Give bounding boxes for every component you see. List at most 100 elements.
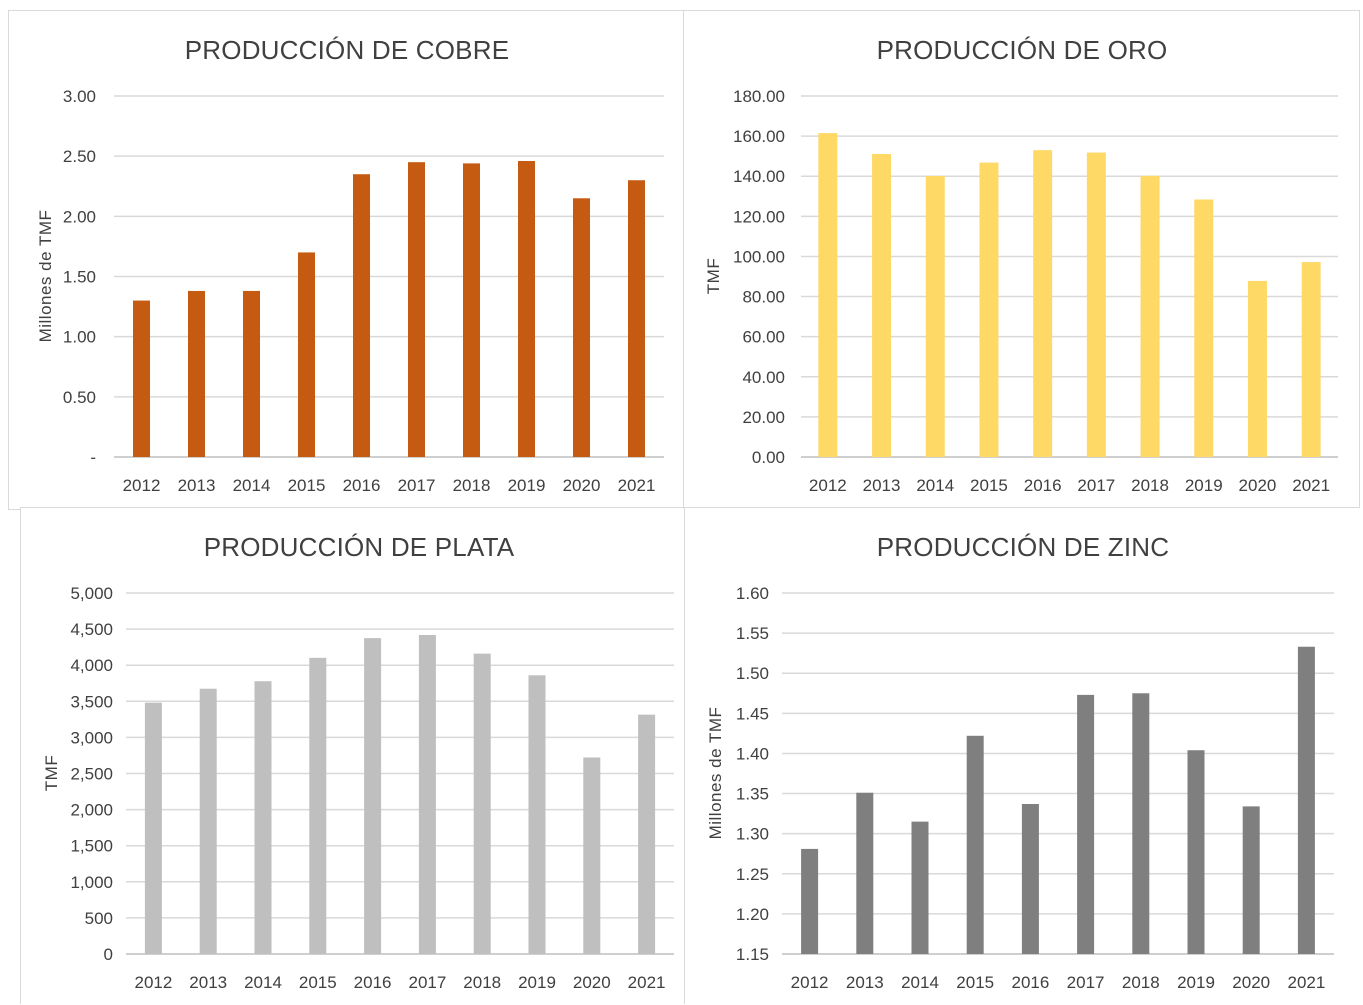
x-tick-label: 2013: [178, 476, 216, 495]
bar-oro-2019: [1194, 199, 1214, 457]
y-axis-label-plata: TMF: [42, 755, 61, 791]
bar-oro-2014: [925, 176, 945, 457]
y-tick-label: 60.00: [742, 328, 785, 347]
x-tick-label: 2015: [956, 973, 994, 992]
x-tick-label: 2018: [463, 973, 501, 992]
bar-cobre-2020: [573, 198, 590, 458]
x-tick-label: 2014: [901, 973, 939, 992]
bar-zinc-2012: [801, 848, 819, 954]
x-tick-label: 2018: [1122, 973, 1160, 992]
y-tick-label: 1.40: [736, 744, 769, 763]
x-tick-label: 2019: [508, 476, 546, 495]
y-tick-label: 1.45: [736, 704, 769, 723]
chart-svg-zinc: PRODUCCIÓN DE ZINC 1.15 1.20 1.25 1.30 1.35 1.…: [706, 532, 1334, 992]
x-tick-label: 2021: [1292, 476, 1330, 495]
bar-zinc-2017: [1077, 694, 1095, 954]
x-tick-label: 2015: [299, 973, 337, 992]
bar-plata-2020: [583, 757, 601, 954]
bar-oro-2012: [818, 133, 838, 457]
y-tick-label: 2,000: [70, 801, 113, 820]
y-tick-label: 2,500: [70, 765, 113, 784]
bar-plata-2016: [364, 638, 382, 954]
x-tick-label: 2019: [1177, 973, 1215, 992]
bar-zinc-2015: [966, 735, 984, 954]
y-tick-label: 3,000: [70, 728, 113, 747]
x-tick-label: 2017: [398, 476, 436, 495]
bar-cobre-2018: [463, 163, 480, 458]
chart-title-plata: PRODUCCIÓN DE PLATA: [204, 532, 515, 562]
y-tick-label: 80.00: [742, 288, 785, 307]
x-tick-label: 2016: [1024, 476, 1062, 495]
x-tick-label: 2018: [453, 476, 491, 495]
bar-oro-2021: [1301, 262, 1321, 457]
x-tick-label: 2014: [916, 476, 954, 495]
y-tick-label: 1.50: [736, 664, 769, 683]
y-tick-label: 0: [104, 945, 113, 964]
x-tick-label: 2021: [1287, 973, 1325, 992]
bar-oro-2015: [979, 162, 999, 457]
y-tick-label: 1.25: [736, 865, 769, 884]
y-tick-label: -: [90, 448, 96, 467]
bar-oro-2013: [872, 153, 892, 457]
bar-cobre-2012: [133, 300, 150, 457]
y-tick-label: 1,000: [70, 873, 113, 892]
bar-zinc-2021: [1297, 646, 1315, 954]
bar-cobre-2013: [188, 290, 205, 457]
bar-plata-2012: [144, 702, 162, 954]
y-tick-label: 1.00: [63, 328, 96, 347]
y-tick-label: 100.00: [733, 247, 785, 266]
x-tick-label: 2020: [1239, 476, 1277, 495]
x-tick-label: 2012: [791, 973, 829, 992]
x-tick-label: 2016: [354, 973, 392, 992]
bar-zinc-2016: [1021, 803, 1039, 954]
y-tick-label: 1.35: [736, 785, 769, 804]
x-tick-label: 2017: [408, 973, 446, 992]
y-tick-label: 120.00: [733, 207, 785, 226]
bar-oro-2018: [1140, 175, 1160, 457]
x-tick-label: 2016: [343, 476, 381, 495]
chart-panel-cobre: PRODUCCIÓN DE COBRE - 0.50 1.00 1.50 2.00 2.50…: [8, 10, 684, 510]
x-tick-label: 2020: [573, 973, 611, 992]
x-tick-label: 2013: [846, 973, 884, 992]
y-tick-label: 4,000: [70, 656, 113, 675]
x-tick-label: 2012: [134, 973, 172, 992]
y-tick-label: 1.20: [736, 905, 769, 924]
y-tick-label: 1.30: [736, 825, 769, 844]
y-tick-label: 4,500: [70, 620, 113, 639]
y-tick-label: 0.50: [63, 388, 96, 407]
x-tick-label: 2015: [288, 476, 326, 495]
x-tick-label: 2016: [1011, 973, 1049, 992]
chart-svg-plata: PRODUCCIÓN DE PLATA 0 500 1,000 1,500 2,000 2,…: [42, 532, 674, 992]
y-tick-label: 20.00: [742, 408, 785, 427]
y-tick-label: 2.00: [63, 207, 96, 226]
y-tick-label: 1.50: [63, 268, 96, 287]
x-tick-label: 2012: [809, 476, 847, 495]
x-tick-label: 2021: [618, 476, 656, 495]
y-tick-label: 500: [85, 909, 113, 928]
y-tick-label: 1.60: [736, 584, 769, 603]
bar-plata-2015: [309, 657, 327, 954]
x-tick-label: 2020: [563, 476, 601, 495]
y-tick-label: 3.00: [63, 87, 96, 106]
y-axis-label-cobre: Millones de TMF: [36, 210, 55, 343]
bar-zinc-2018: [1132, 693, 1150, 954]
x-tick-label: 2017: [1077, 476, 1115, 495]
y-tick-label: 1.55: [736, 624, 769, 643]
bar-oro-2017: [1086, 152, 1106, 457]
bar-oro-2016: [1033, 150, 1053, 457]
bar-cobre-2015: [298, 252, 315, 457]
y-axis-label-oro: TMF: [704, 258, 723, 294]
chart-title-cobre: PRODUCCIÓN DE COBRE: [185, 35, 510, 65]
bar-cobre-2019: [518, 160, 535, 458]
chart-title-zinc: PRODUCCIÓN DE ZINC: [877, 532, 1170, 562]
x-tick-label: 2019: [1185, 476, 1223, 495]
bar-zinc-2020: [1242, 806, 1260, 954]
chart-panel-oro: PRODUCCIÓN DE ORO 0.00 20.00 40.00 60.00 80.0…: [684, 10, 1360, 510]
chart-svg-cobre: PRODUCCIÓN DE COBRE - 0.50 1.00 1.50 2.00 2.50…: [36, 35, 664, 495]
bar-plata-2017: [418, 635, 436, 954]
x-tick-label: 2013: [863, 476, 901, 495]
x-tick-label: 2015: [970, 476, 1008, 495]
y-tick-label: 160.00: [733, 127, 785, 146]
y-axis-label-zinc: Millones de TMF: [706, 707, 725, 840]
y-tick-label: 40.00: [742, 368, 785, 387]
